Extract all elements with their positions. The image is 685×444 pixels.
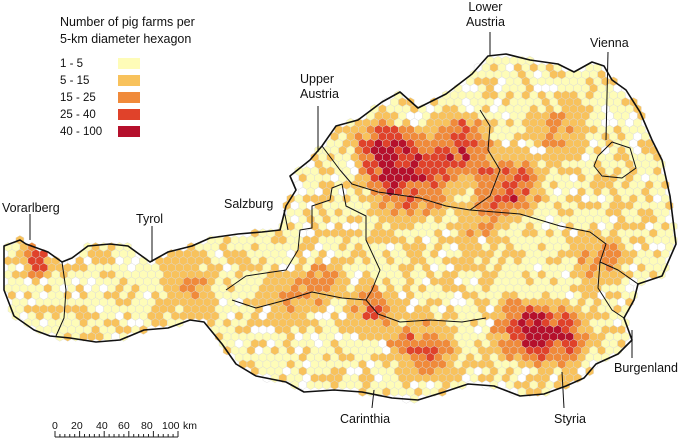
hexagon-cell: [95, 331, 104, 342]
label-lower-austria-line-2: Austria: [466, 15, 505, 29]
hexagon-layer: [3, 55, 678, 404]
label-lower-austria-line-1: Lower: [468, 0, 503, 14]
hexagon-cell: [195, 311, 204, 321]
legend-swatch: [118, 92, 140, 103]
city-border: [593, 141, 637, 179]
legend-swatch: [118, 75, 140, 86]
label-upper-austria: Upper Austria: [300, 72, 339, 102]
legend-title-line-1: Number of pig farms per: [60, 15, 195, 29]
scale-unit: km: [183, 420, 197, 432]
legend-title: Number of pig farms per 5-km diameter he…: [60, 14, 250, 48]
scale-bar: [54, 431, 179, 438]
legend-swatch: [118, 109, 140, 120]
state-border: [599, 261, 639, 285]
label-burgenland: Burgenland: [614, 361, 678, 375]
hexagon-cell: [314, 380, 323, 390]
state-border: [341, 183, 381, 301]
legend-swatch: [118, 58, 140, 69]
state-border: [321, 109, 501, 211]
hexagon-cell: [306, 380, 315, 390]
hexagon-cell: [187, 311, 196, 321]
legend-label: 40 - 100: [60, 126, 103, 138]
legend-title-line-2: 5-km diameter hexagon: [60, 32, 192, 46]
legend-label: 15 - 25: [60, 92, 96, 104]
border-layer: [3, 53, 677, 401]
scale-tick-label: 40: [96, 420, 108, 432]
legend-label: 5 - 15: [60, 75, 90, 87]
hexagon-cell: [410, 393, 419, 404]
hexagon-cell: [382, 387, 391, 397]
hexagon-cell: [270, 373, 280, 383]
label-upper-austria-line-1: Upper: [300, 72, 335, 86]
leader-line: [605, 51, 609, 141]
label-salzburg: Salzburg: [224, 197, 274, 211]
scale-tick-label: 60: [118, 420, 130, 432]
hexagon-cell: [87, 331, 96, 342]
scale-tick-label: 100: [162, 420, 180, 432]
hexagon-cell: [338, 380, 347, 390]
leader-line: [371, 389, 375, 409]
label-carinthia: Carinthia: [340, 412, 391, 426]
label-vienna: Vienna: [590, 36, 629, 50]
leader-lines: [29, 32, 633, 409]
label-styria: Styria: [554, 412, 586, 426]
hexagon-cell: [346, 380, 355, 390]
leader-line: [283, 209, 289, 231]
country-border: [3, 53, 677, 401]
legend-label: 1 - 5: [60, 58, 84, 70]
leader-line: [561, 371, 565, 409]
state-border: [225, 183, 343, 291]
hexagon-cell: [43, 324, 52, 335]
legend-swatch: [118, 126, 140, 137]
label-upper-austria-line-2: Austria: [300, 87, 339, 101]
scale-tick-label: 20: [71, 420, 83, 432]
hexagon-cell: [390, 387, 399, 397]
hexagon-cell: [330, 380, 339, 390]
hexagon-cell: [601, 352, 610, 363]
label-tyrol: Tyrol: [136, 212, 164, 226]
state-border: [55, 261, 67, 337]
scale-tick-label: 80: [141, 420, 153, 432]
label-lower-austria: Lower Austria: [466, 0, 505, 30]
legend-label: 25 - 40: [60, 109, 96, 121]
label-vorarlberg: Vorarlberg: [2, 201, 60, 215]
hexagon-cell: [159, 318, 168, 328]
scale-tick-label: 0: [52, 420, 58, 432]
state-border: [469, 209, 625, 319]
